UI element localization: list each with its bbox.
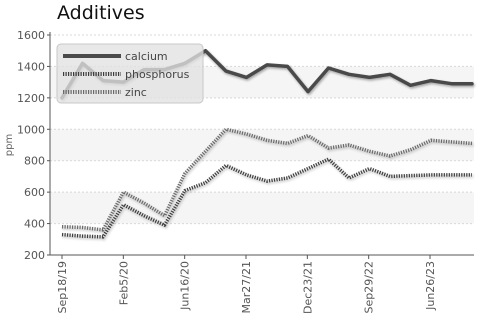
legend-label-zinc: zinc bbox=[125, 86, 147, 99]
legend-box bbox=[56, 43, 204, 104]
y-axis-ticks: 200 400 600 800 1000 1200 1400 1600 bbox=[17, 29, 50, 262]
legend-label-calcium: calcium bbox=[125, 50, 168, 63]
series-line-phosphorus bbox=[61, 157, 472, 239]
x-tick-label: Sep29/22 bbox=[363, 261, 376, 313]
y-axis-label: ppm bbox=[4, 134, 15, 156]
plot-band bbox=[50, 223, 474, 255]
y-tick-label: 200 bbox=[24, 249, 45, 262]
x-tick-label: Jun16/20 bbox=[179, 261, 192, 311]
legend-label-phosphorus: phosphorus bbox=[125, 68, 190, 81]
x-tick-label: Jun26/23 bbox=[424, 261, 437, 311]
axes bbox=[49, 32, 474, 256]
plot-band bbox=[50, 160, 474, 193]
plot-band bbox=[50, 129, 474, 161]
y-tick-label: 1200 bbox=[17, 92, 45, 105]
x-axis-ticks: Sep18/19 Feb5/20 Jun16/20 Mar27/21 Dec23/21 S… bbox=[56, 255, 437, 314]
y-tick-label: 1600 bbox=[17, 29, 45, 42]
y-tick-label: 1400 bbox=[17, 60, 45, 73]
y-tick-label: 600 bbox=[24, 186, 45, 199]
y-tick-label: 400 bbox=[24, 218, 45, 231]
x-tick-label: Sep18/19 bbox=[56, 261, 69, 313]
legend: calcium phosphorus zinc bbox=[56, 43, 204, 104]
y-tick-label: 1000 bbox=[17, 123, 45, 136]
x-tick-label: Feb5/20 bbox=[117, 261, 130, 305]
chart-title: Additives bbox=[57, 2, 145, 24]
x-tick-label: Mar27/21 bbox=[240, 261, 253, 313]
series-line-zinc bbox=[61, 127, 473, 232]
y-tick-label: 800 bbox=[24, 155, 45, 168]
x-tick-label: Dec23/21 bbox=[301, 261, 314, 314]
